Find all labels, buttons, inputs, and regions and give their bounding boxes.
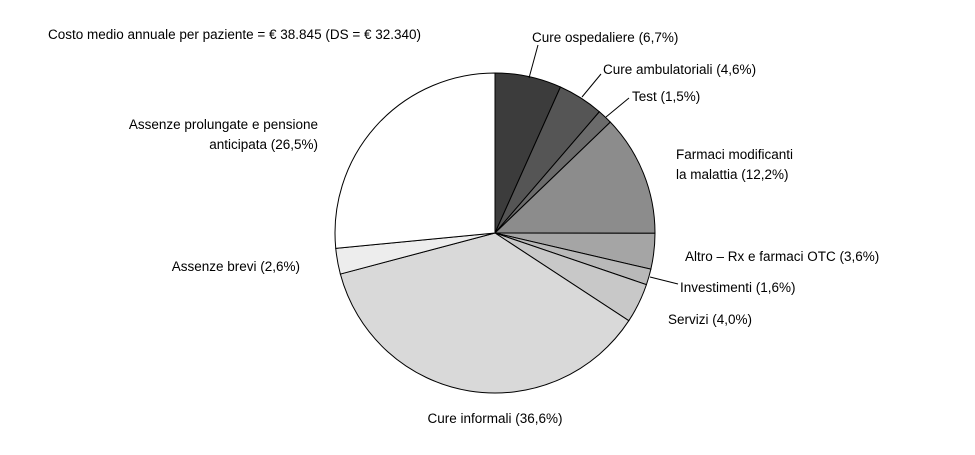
leader-line-cure-ospedaliere [528,44,539,79]
pie-slice-cure-informali [339,232,630,394]
pie-slice-assenze-prolungate [334,72,496,249]
leader-line-test [605,97,630,118]
slice-label-investimenti: Investimenti (1,6%) [680,280,796,295]
slice-label-assenze-prolungate: Assenze prolungate e pensione anticipata… [128,117,318,152]
slice-label-test: Test (1,5%) [632,89,701,104]
leader-line-investimenti [649,276,679,285]
slice-label-assenze-brevi: Assenze brevi (2,6%) [171,259,300,274]
leader-line-cure-ambulatoriali [581,73,602,98]
slice-label-servizi: Servizi (4,0%) [668,312,753,327]
slice-label-cure-ambulatoriali: Cure ambulatoriali (4,6%) [603,62,757,77]
slice-label-farmaci-modificanti: Farmaci modificanti la malattia (12,2%) [676,147,794,182]
pie-slice-farmaci-modificanti [493,121,656,234]
slice-label-altro-rx-otc: Altro – Rx e farmaci OTC (3,6%) [685,249,880,264]
slice-label-cure-informali: Cure informali (36,6%) [427,411,563,426]
chart-title: Costo medio annuale per paziente = € 38.… [48,27,422,42]
slice-label-cure-ospedaliere: Cure ospedaliere (6,7%) [532,30,679,45]
